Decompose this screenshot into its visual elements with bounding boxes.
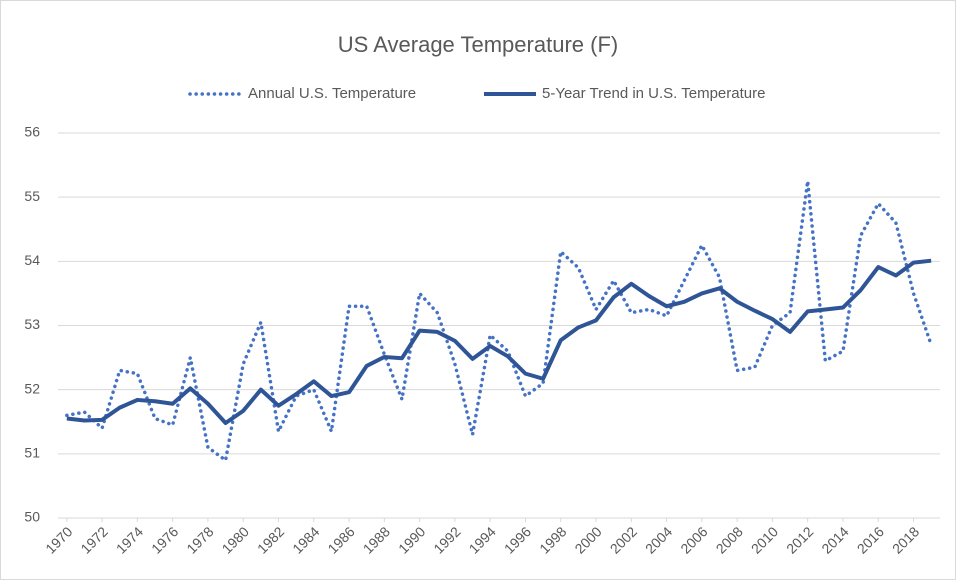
chart-title: US Average Temperature (F) (338, 32, 618, 57)
y-tick-label: 53 (24, 316, 40, 332)
y-tick-label: 54 (24, 252, 40, 268)
legend-label: 5-Year Trend in U.S. Temperature (542, 85, 765, 102)
legend-label: Annual U.S. Temperature (248, 85, 416, 102)
y-tick-label: 50 (24, 509, 40, 525)
y-tick-label: 56 (24, 124, 40, 140)
y-tick-label: 51 (24, 445, 40, 461)
y-tick-label: 55 (24, 188, 40, 204)
y-tick-label: 52 (24, 380, 40, 396)
line-series (65, 180, 933, 464)
line-series (66, 258, 932, 426)
